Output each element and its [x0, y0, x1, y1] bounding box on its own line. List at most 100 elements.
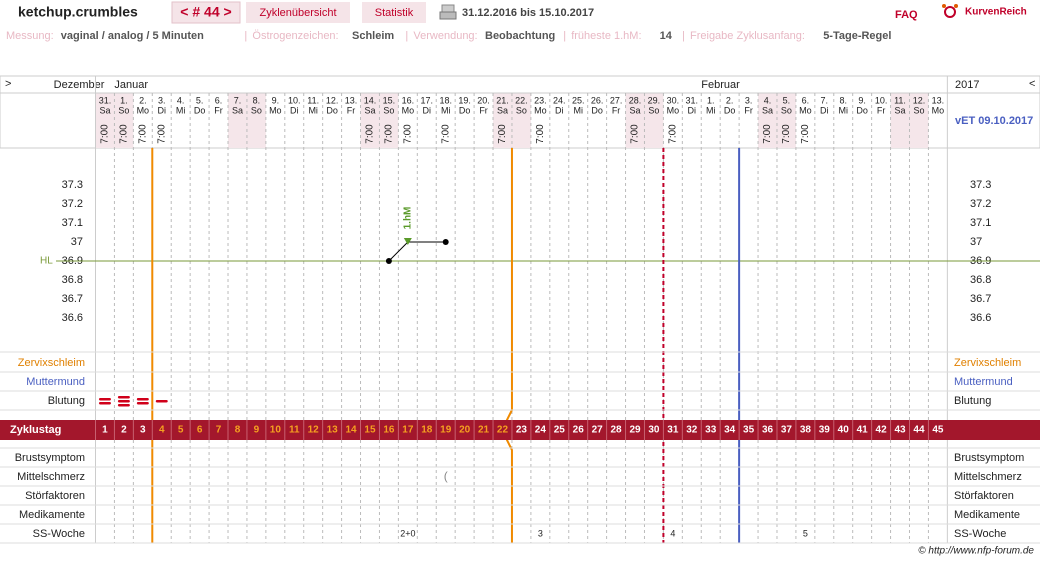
- tab-label[interactable]: Zyklenübersicht: [259, 7, 336, 19]
- cycle-nav[interactable]: < # 44 >: [180, 4, 231, 20]
- weekday: Di: [688, 105, 697, 115]
- cycle-day: 20: [459, 425, 471, 436]
- faq-link[interactable]: FAQ: [895, 9, 918, 21]
- separator: |: [405, 30, 408, 42]
- cycle-box[interactable]: [171, 1, 241, 24]
- day-number: 24.: [553, 95, 566, 105]
- weekend-shade: [758, 93, 777, 148]
- setting-value: 14: [660, 30, 673, 42]
- cycle-day: 32: [686, 425, 698, 436]
- cycle-day: 19: [440, 425, 452, 436]
- weekday: Mi: [176, 105, 186, 115]
- weekday: Mi: [308, 105, 318, 115]
- tab[interactable]: [362, 2, 426, 23]
- nav-prev[interactable]: >: [5, 78, 11, 90]
- nav-next[interactable]: <: [1029, 78, 1035, 90]
- time: 7:00: [800, 124, 811, 144]
- print-icon[interactable]: [439, 4, 457, 20]
- cycle-day: 5: [178, 425, 184, 436]
- row-label: Muttermund: [26, 376, 85, 388]
- day-number: 13.: [345, 95, 358, 105]
- day-number: 12.: [326, 95, 339, 105]
- cycle-day: 29: [629, 425, 641, 436]
- day-number: 15.: [383, 95, 396, 105]
- temp-point: [442, 239, 449, 245]
- cycle-day: 38: [800, 425, 812, 436]
- time: 7:00: [137, 124, 148, 144]
- weekend-shade: [890, 93, 910, 148]
- cycle-day: 15: [364, 425, 376, 436]
- day-number: 11.: [307, 95, 319, 105]
- separator: |: [563, 30, 566, 42]
- cycle-day-label: Zyklustag: [10, 424, 61, 436]
- day-number: 6.: [802, 95, 810, 105]
- month-label: Dezember: [54, 79, 105, 91]
- day-number: 28.: [629, 95, 642, 105]
- day-number: 4.: [764, 95, 772, 105]
- tab-label[interactable]: Statistik: [375, 7, 414, 19]
- day-number: 20.: [477, 95, 490, 105]
- day-number: 3.: [745, 95, 753, 105]
- day-number: 9.: [272, 95, 280, 105]
- month-label: Januar: [114, 79, 148, 91]
- day-number: 17.: [421, 95, 434, 105]
- setting-value: vaginal / analog / 5 Minuten: [61, 30, 204, 42]
- setting-label: Östrogenzeichen:: [252, 30, 338, 42]
- row-label: Zervixschleim: [954, 357, 1021, 369]
- weekday: Mo: [402, 105, 415, 115]
- time: 7:00: [440, 124, 451, 144]
- weekend-shade: [644, 93, 664, 148]
- cycle-day: 37: [781, 425, 793, 436]
- cycle-day: 43: [894, 425, 906, 436]
- row-label: Störfaktoren: [954, 490, 1014, 502]
- cycle-day: 8: [235, 425, 241, 436]
- weekday: So: [383, 105, 394, 115]
- weekday: So: [781, 105, 792, 115]
- cycle-day: 22: [497, 425, 509, 436]
- ss-week: 2+0: [400, 528, 415, 538]
- cycle-day: 3: [140, 425, 146, 436]
- separator: |: [244, 30, 247, 42]
- row-label: Mittelschmerz: [17, 471, 85, 483]
- row-label: SS-Woche: [33, 528, 85, 540]
- cycle-day: 30: [648, 425, 660, 436]
- weekday: Di: [158, 105, 167, 115]
- temp-tick: 37.3: [62, 179, 83, 191]
- weekday: So: [913, 105, 924, 115]
- weekday: Mi: [573, 105, 583, 115]
- bleeding-mark: [155, 400, 168, 403]
- day-number: 1.: [707, 95, 715, 105]
- temp-tick: 37.1: [62, 217, 83, 229]
- weekday: Do: [326, 105, 338, 115]
- cycle-day: 16: [383, 425, 395, 436]
- cycle-day: 21: [478, 425, 490, 436]
- cycle-day: 9: [254, 425, 260, 436]
- day-number: 26.: [591, 95, 604, 105]
- weekday: Fr: [612, 105, 621, 115]
- setting-value: Beobachtung: [485, 30, 555, 42]
- row-label: SS-Woche: [954, 528, 1006, 540]
- day-number: 31.: [686, 95, 699, 105]
- day-number: 5.: [783, 95, 791, 105]
- cycle-day-band: [0, 420, 1040, 440]
- cycle-day: 40: [838, 425, 850, 436]
- day-number: 19.: [458, 95, 471, 105]
- day-number: 23.: [534, 95, 547, 105]
- weekday: So: [251, 105, 262, 115]
- weekday: Do: [459, 105, 471, 115]
- weekday: Mi: [706, 105, 716, 115]
- period: 31.12.2016 bis 15.10.2017: [462, 7, 594, 19]
- row-label: Brustsymptom: [15, 452, 85, 464]
- temp-tick: 37: [970, 236, 982, 248]
- weekday: Do: [194, 105, 206, 115]
- weekday: Do: [591, 105, 603, 115]
- cycle-day: 44: [913, 425, 925, 436]
- time: 7:00: [630, 124, 641, 144]
- day-number: 7.: [821, 95, 829, 105]
- day-number: 1.: [120, 95, 128, 105]
- month-label: Februar: [701, 79, 740, 91]
- weekday: Fr: [214, 105, 223, 115]
- weekday: So: [118, 105, 129, 115]
- tab[interactable]: [246, 2, 350, 23]
- weekend-shade: [228, 93, 247, 148]
